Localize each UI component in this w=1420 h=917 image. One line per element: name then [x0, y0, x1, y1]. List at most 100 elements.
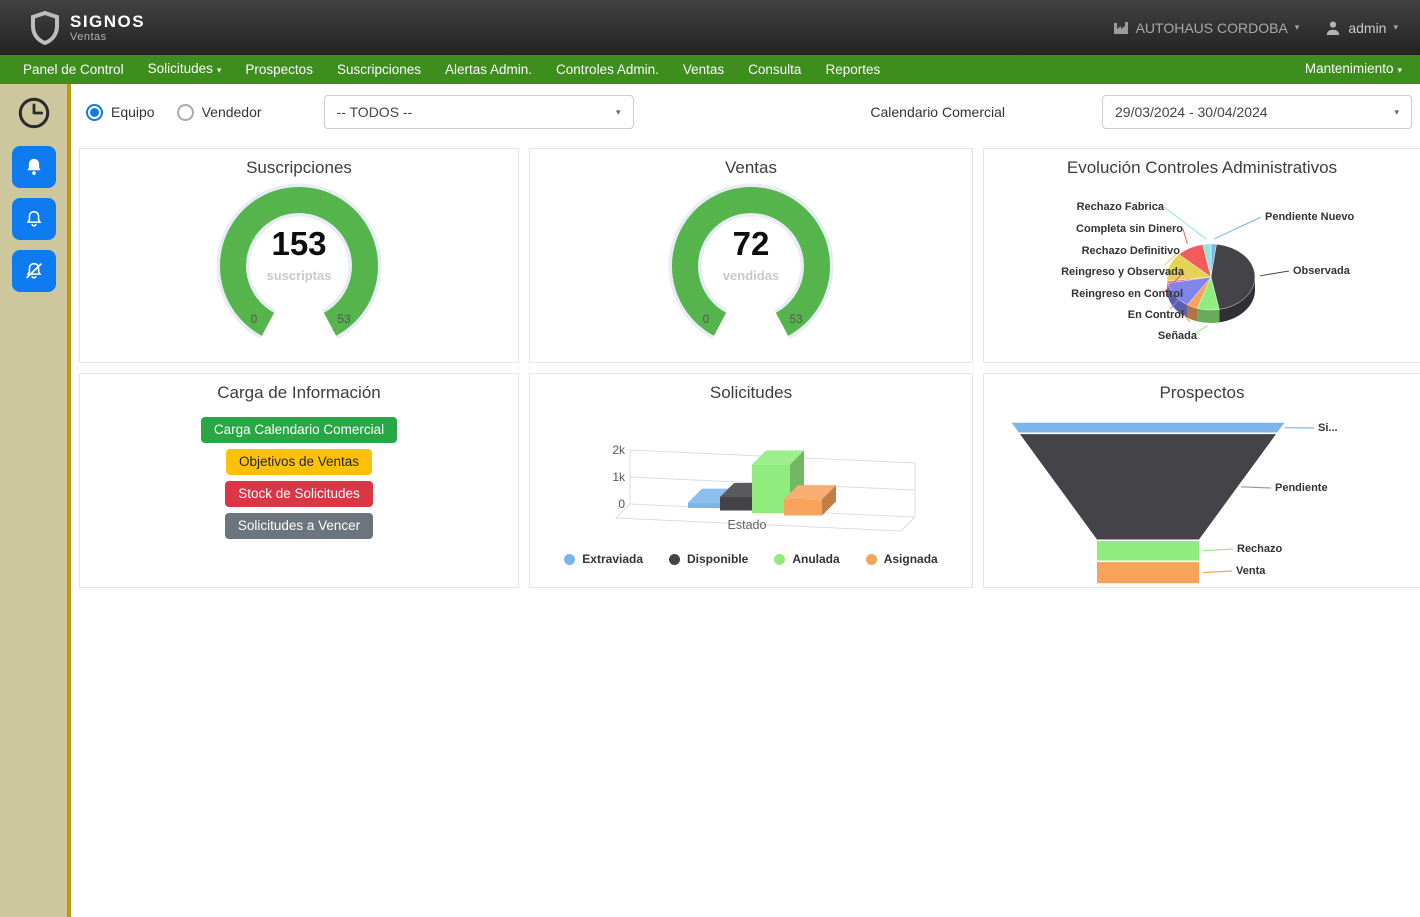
legend-dot — [669, 553, 680, 565]
nav-panel-de-control[interactable]: Panel de Control — [23, 62, 124, 77]
ventas-gauge-chart — [668, 183, 834, 339]
brand-logo[interactable]: SIGNOS Ventas — [30, 10, 146, 45]
pie-label-pendiente-nuevo: Pendiente Nuevo — [1265, 211, 1355, 223]
x-axis-label: Estado — [727, 518, 767, 532]
panel-title: Evolución Controles Administrativos — [1066, 158, 1338, 177]
nav-prospectos[interactable]: Prospectos — [245, 62, 313, 77]
panel-title: Ventas — [725, 158, 777, 177]
nav-controles-admin[interactable]: Controles Admin. — [556, 62, 659, 77]
panel-prospectos: Prospectos Si... Pendiente Rechazo Venta — [983, 373, 1420, 588]
pie-label-rechazo-definitivo: Rechazo Definitivo — [1081, 245, 1180, 257]
panel-solicitudes-chart: Solicitudes 0 1k 2k Estado Extraviada Disp… — [529, 373, 973, 588]
person-icon — [1327, 21, 1340, 35]
dashboard-grid: Suscripciones 153 suscriptas 0 53 Ventas… — [79, 148, 1420, 588]
caret-down-icon: ▾ — [1397, 65, 1402, 75]
nav-suscripciones[interactable]: Suscripciones — [336, 62, 421, 77]
nav-mantenimiento[interactable]: Mantenimiento ▾ — [1304, 61, 1402, 76]
factory-icon — [1113, 22, 1128, 34]
carga-calendario-comercial-button[interactable]: Carga Calendario Comercial — [200, 417, 398, 443]
stock-de-solicitudes-button[interactable]: Stock de Solicitudes — [225, 481, 373, 507]
radio-vendedor[interactable]: Vendedor — [176, 103, 262, 121]
caret-down-icon: ▾ — [1294, 22, 1300, 32]
svg-text:1k: 1k — [612, 470, 626, 484]
panel-suscripciones: Suscripciones 153 suscriptas 0 53 — [79, 148, 519, 363]
company-name: AUTOHAUS CORDOBA — [1135, 19, 1288, 36]
radio-vendedor-control[interactable] — [176, 103, 194, 121]
legend-anulada[interactable]: Anulada — [774, 552, 840, 566]
gauge-max-label: 53 — [337, 312, 351, 326]
calendar-range-select[interactable]: 29/03/2024 - 30/04/2024 ▾ — [1102, 95, 1412, 129]
panel-carga-informacion: Carga de Información Carga Calendario Co… — [79, 373, 519, 588]
panel-evolucion-controles: Evolución Controles Administrativos Pend… — [983, 148, 1420, 363]
gauge-subtitle: vendidas — [722, 268, 780, 283]
panel-title: Prospectos — [1159, 383, 1245, 402]
pie-label-reingreso-y-observada: Reingreso y Observada — [1061, 266, 1184, 278]
funnel-label-venta: Venta — [1236, 565, 1266, 577]
panel-title: Solicitudes — [709, 383, 793, 402]
nav-reportes[interactable]: Reportes — [825, 62, 881, 77]
pie-label-reingreso-en-control: Reingreso en Control — [1071, 288, 1183, 300]
alerts-button[interactable] — [11, 198, 56, 240]
notifications-off-button[interactable] — [11, 250, 56, 292]
bell-slash-icon — [25, 262, 42, 279]
legend-dot — [865, 553, 877, 565]
bell-filled-icon — [26, 158, 41, 175]
main-content: Equipo Vendedor -- TODOS -- ▾ Calendario… — [75, 84, 1420, 917]
panel-title: Suscripciones — [246, 158, 352, 177]
funnel-label-si: Si... — [1318, 422, 1338, 434]
nav-solicitudes[interactable]: Solicitudes ▾ — [147, 61, 222, 76]
panel-title: Carga de Información — [217, 383, 381, 402]
pie-label-en-control: En Control — [1127, 309, 1184, 321]
radio-equipo-control[interactable] — [86, 103, 103, 121]
brand-subtitle: Ventas — [70, 30, 107, 43]
svg-text:2k: 2k — [612, 443, 626, 457]
top-bar: SIGNOS Ventas AUTOHAUS CORDOBA ▾ admin ▾ — [0, 0, 1420, 55]
icon-sidebar — [0, 84, 71, 917]
svg-text:0: 0 — [618, 497, 625, 511]
pie-label-rechazo-fabrica: Rechazo Fabrica — [1076, 201, 1164, 213]
panel-ventas: Ventas 72 vendidas 0 53 — [529, 148, 973, 363]
nav-consulta[interactable]: Consulta — [748, 62, 802, 77]
pie-label-completa-sin-dinero: Completa sin Dinero — [1076, 223, 1183, 235]
nav-alertas-admin[interactable]: Alertas Admin. — [445, 62, 533, 77]
company-menu[interactable]: AUTOHAUS CORDOBA ▾ — [1113, 19, 1300, 36]
nav-ventas[interactable]: Ventas — [682, 62, 725, 77]
gauge-value: 72 — [732, 225, 770, 262]
prospectos-funnel-chart — [1011, 422, 1315, 584]
filter-bar: Equipo Vendedor -- TODOS -- ▾ Calendario… — [75, 84, 1420, 140]
gauge-value: 153 — [271, 225, 327, 262]
radio-equipo[interactable]: Equipo — [86, 103, 155, 121]
user-menu[interactable]: admin ▾ — [1325, 20, 1398, 36]
chart-legend: Extraviada Disponible Anulada Asignada — [530, 552, 972, 566]
controles-pie-chart — [1162, 206, 1290, 335]
gauge-subtitle: suscriptas — [266, 268, 332, 283]
caret-down-icon: ▾ — [616, 106, 621, 117]
shield-logo-icon — [31, 10, 59, 45]
legend-dot — [774, 553, 786, 565]
main-nav: Panel de Control Solicitudes ▾ Prospectos… — [0, 55, 1420, 84]
suscripciones-gauge-chart — [216, 183, 382, 339]
caret-down-icon: ▾ — [1394, 106, 1399, 117]
legend-disponible[interactable]: Disponible — [669, 552, 748, 566]
legend-extraviada[interactable]: Extraviada — [564, 552, 643, 566]
legend-dot — [564, 553, 576, 565]
solicitudes-a-vencer-button[interactable]: Solicitudes a Vencer — [224, 513, 374, 539]
calendar-label: Calendario Comercial — [870, 104, 1005, 120]
pie-label-senada: Señada — [1157, 330, 1197, 342]
clock-icon[interactable] — [17, 96, 51, 130]
legend-asignada[interactable]: Asignada — [865, 552, 938, 566]
team-select[interactable]: -- TODOS -- ▾ — [323, 95, 634, 129]
caret-down-icon: ▾ — [1393, 22, 1398, 32]
solicitudes-bar-chart: 0 1k 2k — [612, 443, 916, 532]
gauge-min-label: 0 — [702, 312, 710, 326]
bell-outline-icon — [26, 210, 41, 227]
brand-name: SIGNOS — [70, 11, 146, 31]
gauge-min-label: 0 — [250, 312, 258, 326]
gauge-max-label: 53 — [789, 312, 803, 326]
pie-label-observada: Observada — [1293, 265, 1350, 277]
caret-down-icon: ▾ — [216, 65, 222, 75]
notifications-button[interactable] — [11, 146, 56, 188]
objetivos-de-ventas-button[interactable]: Objetivos de Ventas — [225, 449, 373, 475]
username: admin — [1348, 19, 1387, 36]
funnel-label-rechazo: Rechazo — [1237, 543, 1283, 555]
